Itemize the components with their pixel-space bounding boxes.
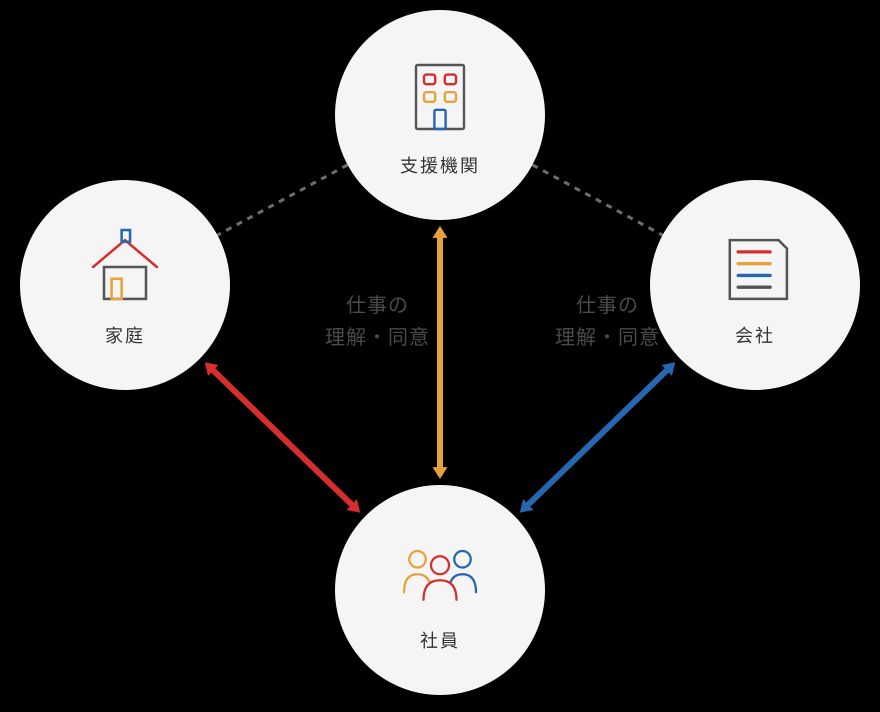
center-label-left: 仕事の 理解・同意: [325, 290, 430, 354]
house-icon: [80, 222, 170, 312]
diagram-stage: 仕事の 理解・同意 仕事の 理解・同意 支援機関: [0, 0, 880, 712]
people-icon: [395, 527, 485, 617]
center-label-left-line2: 理解・同意: [325, 327, 430, 349]
node-employee: 社員: [335, 485, 545, 695]
node-support-org-label: 支援機関: [400, 152, 480, 178]
node-home: 家庭: [20, 180, 230, 390]
building-icon: [395, 52, 485, 142]
center-label-right: 仕事の 理解・同意: [555, 290, 660, 354]
center-label-left-line1: 仕事の: [346, 295, 409, 317]
node-employee-label: 社員: [420, 627, 460, 653]
node-company: 会社: [650, 180, 860, 390]
office-icon: [710, 222, 800, 312]
center-label-right-line2: 理解・同意: [555, 327, 660, 349]
node-company-label: 会社: [735, 322, 775, 348]
node-support-org: 支援機関: [335, 10, 545, 220]
node-home-label: 家庭: [105, 322, 145, 348]
center-label-right-line1: 仕事の: [576, 295, 639, 317]
